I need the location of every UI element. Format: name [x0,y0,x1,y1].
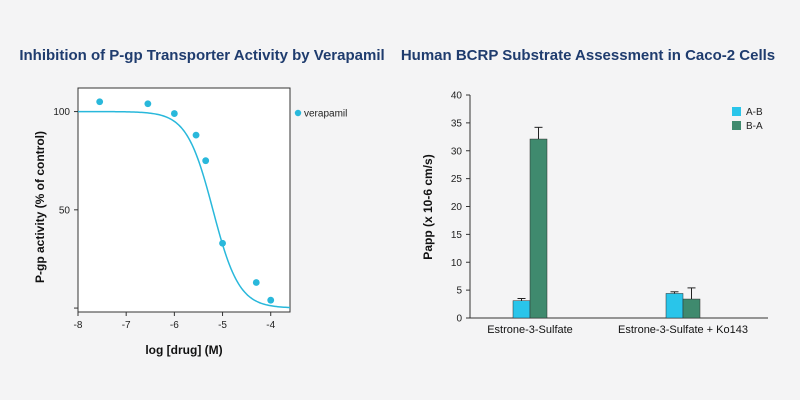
bcrp-substrate-chart: Human BCRP Substrate Assessment in Caco-… [401,47,775,336]
left-x-axis-label: log [drug] (M) [145,343,222,357]
bar-a-b [512,300,531,319]
legend-marker-verapamil [294,109,302,117]
pgp-inhibition-chart: Inhibition of P-gp Transporter Activity … [19,47,384,357]
right-y-tick-label: 30 [451,146,463,157]
right-y-axis: 0 5 10 15 20 25 30 35 40 [451,91,470,325]
left-y-axis: 50 100 [53,107,78,309]
left-legend: verapamil [294,109,347,120]
right-y-tick-label: 5 [456,286,462,297]
left-x-axis: -8 -7 -6 -5 -4 [74,312,276,331]
left-x-tick-label: -7 [122,320,131,331]
category-label: Estrone-3-Sulfate [487,324,573,336]
right-y-tick-label: 10 [451,258,463,269]
left-x-tick-label: -6 [170,320,179,331]
verapamil-points [96,98,275,304]
bar-b-a [682,298,701,319]
left-y-axis-label: P-gp activity (% of control) [33,131,47,283]
right-y-tick-label: 40 [451,91,463,102]
right-y-tick-label: 25 [451,174,463,185]
right-y-tick-label: 15 [451,230,463,241]
right-chart-title: Human BCRP Substrate Assessment in Caco-… [401,47,775,64]
legend-label-a-b: A-B [746,107,763,118]
left-chart-title: Inhibition of P-gp Transporter Activity … [19,47,384,64]
left-plot-frame [77,87,291,313]
data-point-verapamil [192,131,200,139]
left-x-tick-label: -4 [266,320,275,331]
right-y-tick-label: 35 [451,118,463,129]
data-point-verapamil [96,98,104,106]
legend-swatch-a-b [732,107,741,116]
right-y-axis-label: Papp (x 10-6 cm/s) [421,154,435,259]
data-point-verapamil [170,110,178,117]
data-point-verapamil [267,296,275,304]
data-point-verapamil [252,279,260,286]
legend-label-b-a: B-A [746,121,763,132]
left-y-tick-label: 50 [59,205,71,216]
category-label: Estrone-3-Sulfate + Ko143 [618,324,748,336]
left-x-tick-label: -8 [74,320,83,331]
data-point-verapamil [144,100,152,108]
verapamil-fit-curve [78,110,291,309]
legend-swatch-b-a [732,121,741,130]
left-y-tick-label: 100 [53,107,70,118]
bar-b-a [529,138,548,319]
data-point-verapamil [219,239,226,247]
bar-a-b [665,293,684,319]
legend-label-verapamil: verapamil [304,109,347,120]
right-legend: A-B B-A [732,107,763,132]
left-x-tick-label: -5 [218,320,227,331]
right-category-labels: Estrone-3-Sulfate Estrone-3-Sulfate + Ko1… [487,324,748,336]
right-y-tick-label: 20 [451,202,463,213]
right-y-tick-label: 0 [456,314,462,325]
right-bars [512,126,701,319]
data-point-verapamil [202,157,210,165]
